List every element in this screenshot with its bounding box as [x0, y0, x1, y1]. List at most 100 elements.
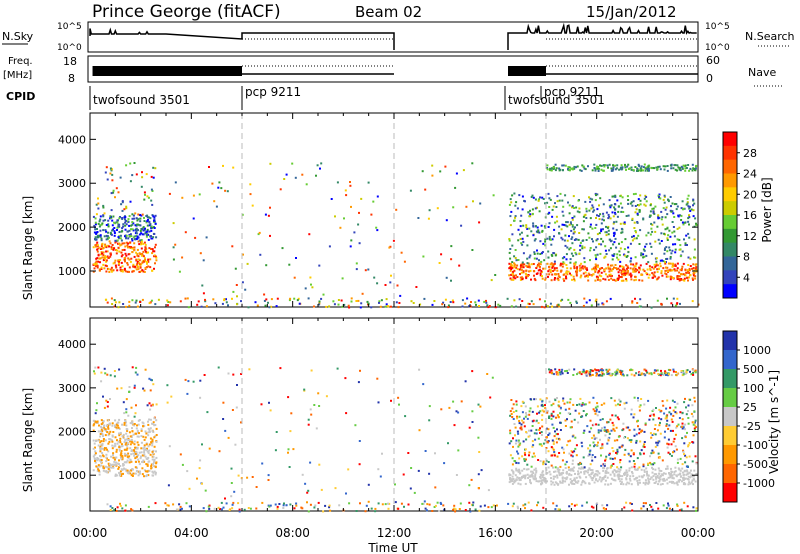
scatter-cell — [531, 473, 534, 476]
scatter-cell — [534, 467, 537, 470]
scatter-cell — [96, 234, 99, 237]
scatter-cell — [637, 163, 640, 166]
scatter-cell — [568, 483, 570, 486]
scatter-cell — [645, 502, 647, 505]
scatter-cell — [129, 472, 131, 475]
scatter-cell — [309, 276, 312, 279]
scatter-cell — [143, 216, 145, 219]
scatter-cell — [610, 277, 613, 280]
scatter-cell — [119, 449, 122, 452]
scatter-cell — [268, 401, 270, 404]
scatter-cell — [588, 473, 591, 476]
scatter-cell — [116, 269, 119, 272]
scatter-cell — [640, 507, 643, 510]
scatter-cell — [593, 481, 596, 484]
scatter-cell — [612, 428, 615, 431]
scatter-cell — [687, 264, 690, 266]
scatter-cell — [394, 483, 396, 486]
scatter-cell — [528, 413, 531, 416]
scatter-cell — [423, 500, 426, 503]
scatter-cell — [205, 305, 208, 308]
scatter-cell — [510, 268, 513, 270]
scatter-cell — [591, 169, 594, 172]
scatter-cell — [147, 251, 149, 254]
scatter-cell — [100, 440, 103, 443]
scatter-cell — [128, 215, 131, 218]
scatter-cell — [677, 215, 680, 218]
scatter-cell — [611, 169, 614, 171]
scatter-cell — [552, 410, 555, 413]
scatter-cell — [644, 423, 647, 426]
scatter-cell — [111, 434, 114, 437]
scatter-cell — [550, 279, 553, 282]
scatter-cell — [104, 264, 107, 267]
scatter-cell — [587, 469, 590, 472]
nave-tick-top: 60 — [706, 54, 720, 67]
scatter-cell — [561, 169, 564, 172]
scatter-cell — [275, 431, 278, 433]
scatter-cell — [513, 219, 516, 222]
scatter-cell — [523, 467, 526, 470]
scatter-cell — [105, 260, 108, 263]
scatter-cell — [625, 501, 628, 504]
scatter-cell — [179, 300, 182, 303]
scatter-cell — [564, 477, 567, 480]
scatter-cell — [146, 224, 149, 227]
scatter-cell — [688, 269, 691, 272]
scatter-cell — [683, 482, 686, 485]
scatter-cell — [689, 167, 692, 170]
scatter-cell — [626, 475, 629, 477]
scatter-cell — [551, 447, 554, 450]
scatter-cell — [619, 222, 622, 225]
scatter-cell — [689, 274, 692, 277]
scatter-cell — [672, 277, 675, 279]
scatter-cell — [509, 414, 512, 417]
scatter-cell — [633, 221, 636, 224]
scatter-cell — [657, 217, 660, 220]
scatter-cell — [151, 422, 153, 425]
scatter-cell — [118, 217, 121, 220]
scatter-cell — [569, 398, 572, 401]
scatter-cell — [121, 265, 124, 268]
scatter-cell — [561, 223, 564, 226]
scatter-cell — [275, 305, 278, 308]
scatter-cell — [525, 264, 528, 267]
scatter-cell — [533, 274, 535, 277]
scatter-cell — [585, 267, 588, 270]
scatter-cell — [96, 231, 99, 233]
scatter-cell — [669, 429, 672, 432]
scatter-cell — [582, 467, 584, 470]
scatter-cell — [555, 433, 558, 436]
scatter-cell — [530, 278, 532, 281]
scatter-cell — [106, 237, 109, 240]
scatter-cell — [582, 304, 585, 307]
scatter-cell — [625, 273, 628, 276]
scatter-cell — [516, 268, 519, 271]
scatter-cell — [575, 454, 578, 457]
scatter-cell — [554, 399, 557, 402]
scatter-cell — [514, 474, 517, 477]
scatter-cell — [592, 423, 595, 426]
scatter-cell — [123, 448, 126, 451]
scatter-cell — [560, 269, 563, 272]
scatter-cell — [588, 401, 591, 404]
scatter-cell — [522, 271, 525, 274]
scatter-cell — [572, 195, 575, 198]
scatter-cell — [683, 473, 686, 476]
scatter-cell — [111, 444, 114, 447]
scatter-cell — [114, 474, 117, 477]
scatter-cell — [125, 453, 128, 456]
scatter-cell — [683, 279, 686, 282]
scatter-cell — [124, 221, 127, 224]
scatter-cell — [131, 472, 134, 475]
scatter-cell — [538, 210, 541, 213]
scatter-cell — [154, 465, 157, 468]
scatter-cell — [681, 267, 683, 270]
scatter-cell — [643, 255, 646, 258]
scatter-cell — [548, 368, 550, 371]
scatter-cell — [167, 301, 170, 303]
scatter-cell — [638, 475, 641, 478]
scatter-cell — [96, 257, 99, 260]
scatter-cell — [589, 449, 592, 452]
scatter-cell — [680, 425, 683, 428]
